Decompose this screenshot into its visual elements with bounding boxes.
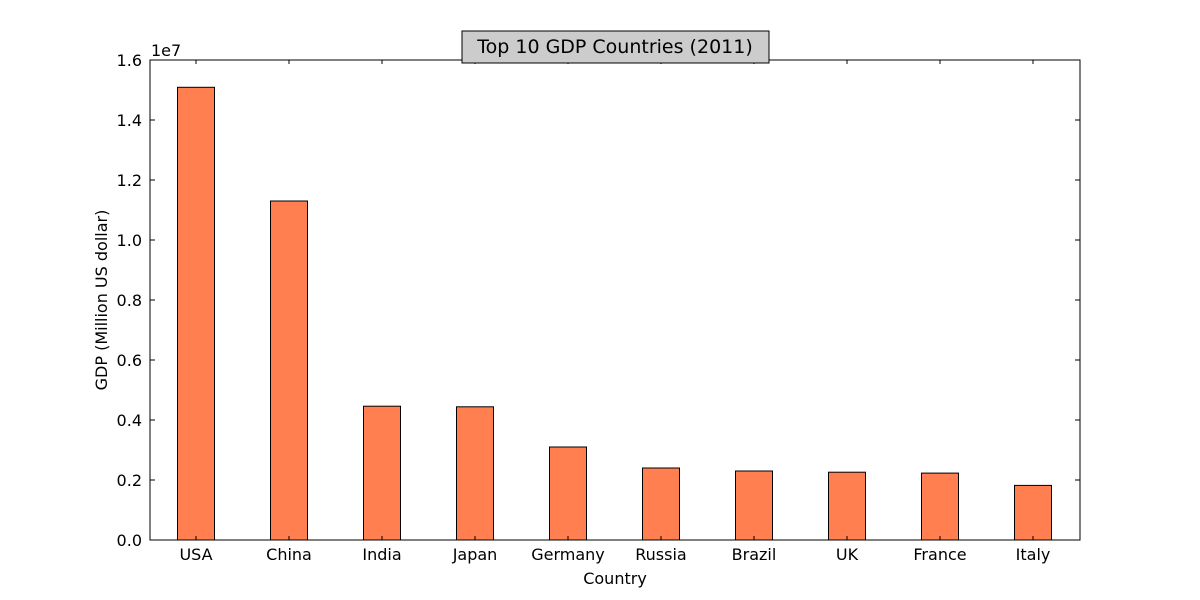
- x-tick-label: Brazil: [732, 545, 777, 564]
- bar-japan: [456, 406, 494, 541]
- x-tick-label: UK: [836, 545, 859, 564]
- bar-brazil: [735, 470, 773, 541]
- y-tick-label: 0.4: [117, 411, 142, 430]
- bar-germany: [549, 446, 587, 541]
- bar-usa: [177, 86, 215, 541]
- y-tick-label: 1.0: [117, 231, 142, 250]
- x-tick-label: China: [266, 545, 312, 564]
- x-axis-label: Country: [583, 569, 647, 588]
- bar-france: [921, 472, 959, 541]
- bar-uk: [828, 471, 866, 541]
- ticks-layer: USA China India Japan Germany Russia Brazil UK F…: [117, 51, 1080, 564]
- x-tick-label: Russia: [635, 545, 686, 564]
- bar-russia: [642, 467, 680, 541]
- y-tick-label: 0.2: [117, 471, 142, 490]
- y-tick-label: 1.6: [117, 51, 142, 70]
- chart-title: Top 10 GDP Countries (2011): [476, 36, 753, 58]
- y-axis-offset-label: 1e7: [151, 41, 181, 60]
- y-tick-label: 0.0: [117, 531, 142, 550]
- y-tick-label: 1.4: [117, 111, 142, 130]
- bar-india: [363, 405, 401, 541]
- chart-title-box: [461, 30, 770, 64]
- x-tick-label: France: [913, 545, 966, 564]
- y-axis-label: GDP (Million US dollar): [92, 210, 111, 391]
- x-tick-label: Italy: [1016, 545, 1051, 564]
- bars-layer: [177, 86, 1052, 541]
- x-tick-label: Germany: [531, 545, 605, 564]
- y-tick-label: 1.2: [117, 171, 142, 190]
- x-tick-label: USA: [179, 545, 212, 564]
- y-tick-label: 0.6: [117, 351, 142, 370]
- x-tick-label: India: [362, 545, 401, 564]
- y-tick-label: 0.8: [117, 291, 142, 310]
- bar-italy: [1014, 484, 1052, 541]
- bar-china: [270, 200, 308, 541]
- x-tick-label: Japan: [452, 545, 498, 564]
